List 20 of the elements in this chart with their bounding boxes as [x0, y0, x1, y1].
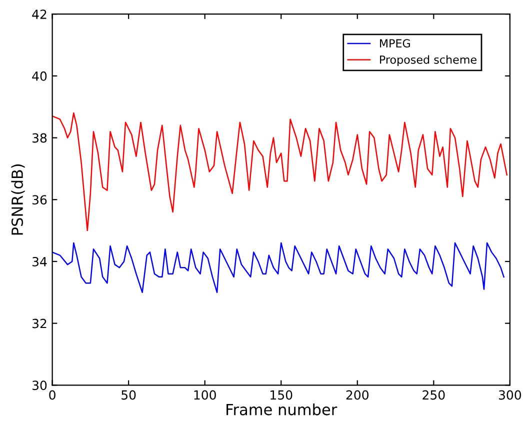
line-series [52, 112, 508, 232]
y-tick-label: 36 [32, 195, 47, 205]
x-tick-label: 250 [422, 390, 445, 400]
y-tick-label: 38 [32, 133, 47, 143]
y-tick-label: 42 [32, 10, 46, 19]
x-tick-label: 0 [49, 390, 56, 400]
y-tick-label: 32 [32, 318, 46, 328]
x-tick-label: 200 [346, 390, 368, 400]
y-tick-label: 34 [32, 256, 47, 266]
x-axis-title: Frame number [226, 404, 338, 416]
x-tick-label: 300 [498, 390, 522, 400]
x-tick-label: 150 [270, 390, 292, 400]
y-axis-title: PSNR(dB) [11, 164, 25, 235]
legend-label: Proposed scheme [380, 55, 476, 66]
legend-label: MPEG [380, 39, 410, 48]
y-tick-label: 40 [32, 71, 47, 81]
x-tick-label: 50 [122, 390, 136, 400]
y-tick-label: 30 [32, 380, 47, 390]
line-series [52, 242, 504, 294]
x-tick-label: 100 [194, 390, 216, 400]
